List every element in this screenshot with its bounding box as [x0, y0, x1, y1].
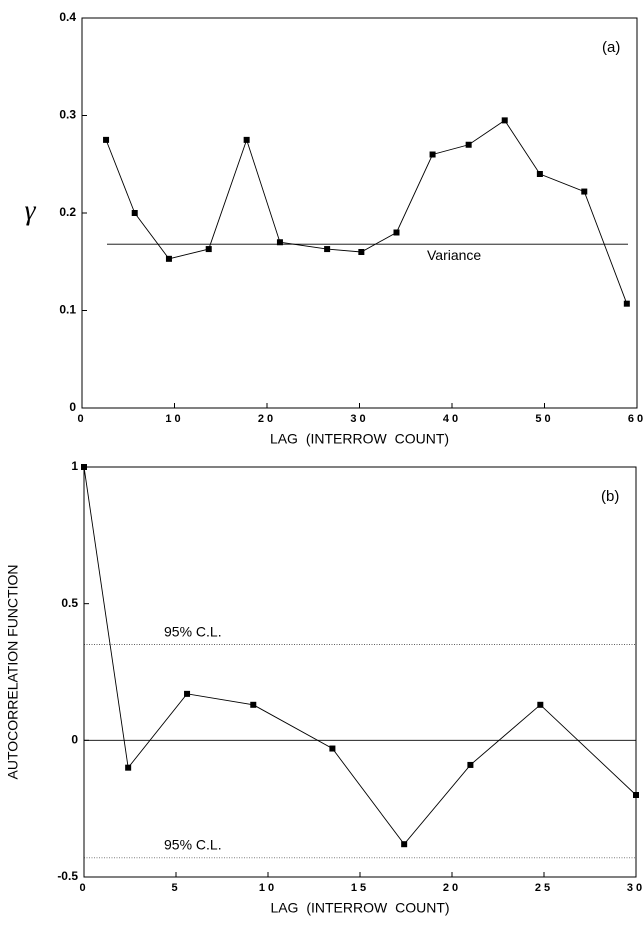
x-tick-label: 30	[627, 882, 644, 894]
data-point	[358, 249, 365, 255]
data-point	[429, 151, 436, 158]
y-tick-label: 0.5	[61, 596, 78, 610]
x-tick-label: 50	[535, 413, 553, 425]
data-point	[537, 701, 544, 708]
x-tick-label: 0	[79, 882, 88, 894]
plot-frame	[83, 466, 637, 878]
data-point	[501, 117, 508, 124]
y-tick-label: 0	[71, 733, 78, 747]
data-point	[184, 690, 191, 697]
data-point	[633, 792, 639, 798]
x-axis-label: LAG (INTERROW COUNT)	[270, 431, 449, 447]
x-tick-label: 60	[628, 413, 644, 425]
y-axis-label: AUTOCORRELATION FUNCTION	[5, 565, 21, 780]
data-point	[165, 255, 172, 262]
x-tick-label: 20	[258, 413, 276, 425]
y-axis-label: γ	[24, 195, 36, 226]
data-line	[105, 119, 628, 304]
data-point	[250, 701, 257, 708]
x-tick-label: 10	[259, 882, 277, 894]
data-point	[103, 136, 110, 143]
data-point	[623, 300, 630, 307]
x-tick-label: 15	[351, 882, 369, 894]
data-point	[324, 246, 331, 253]
reference-label: 95% C.L.	[164, 837, 222, 853]
y-tick-label: 0	[69, 400, 76, 414]
data-point	[401, 841, 408, 848]
data-point	[205, 246, 212, 253]
y-tick-label: 0.1	[59, 303, 76, 317]
x-tick-label: 30	[350, 413, 368, 425]
data-point	[536, 171, 543, 177]
data-point	[465, 141, 472, 148]
x-axis-label: LAG (INTERROW COUNT)	[270, 900, 449, 916]
y-tick-label: 1	[71, 459, 78, 473]
y-tick-label: 0.3	[59, 108, 76, 122]
data-point	[467, 761, 474, 768]
data-point	[393, 229, 400, 236]
x-tick-label: 10	[165, 413, 183, 425]
y-tick-label: 0.2	[59, 205, 76, 219]
data-point	[581, 188, 588, 195]
data-point	[131, 210, 138, 216]
reference-label: 95% C.L.	[164, 623, 222, 639]
x-tick-label: 5	[171, 882, 180, 894]
x-tick-label: 25	[535, 882, 553, 894]
plot-frame	[81, 17, 638, 409]
data-point	[243, 136, 250, 143]
data-point	[81, 464, 87, 470]
panel-label: (b)	[601, 488, 619, 505]
y-tick-label: -0.5	[57, 869, 78, 883]
x-tick-label: 0	[77, 413, 86, 425]
reference-label: Variance	[427, 247, 481, 263]
data-point	[329, 745, 336, 752]
data-point	[125, 764, 132, 771]
data-point	[276, 239, 283, 246]
panel-label: (a)	[602, 39, 620, 56]
y-tick-label: 0.4	[59, 10, 76, 24]
data-line	[83, 466, 637, 845]
x-tick-label: 20	[443, 882, 461, 894]
x-tick-label: 40	[443, 413, 461, 425]
